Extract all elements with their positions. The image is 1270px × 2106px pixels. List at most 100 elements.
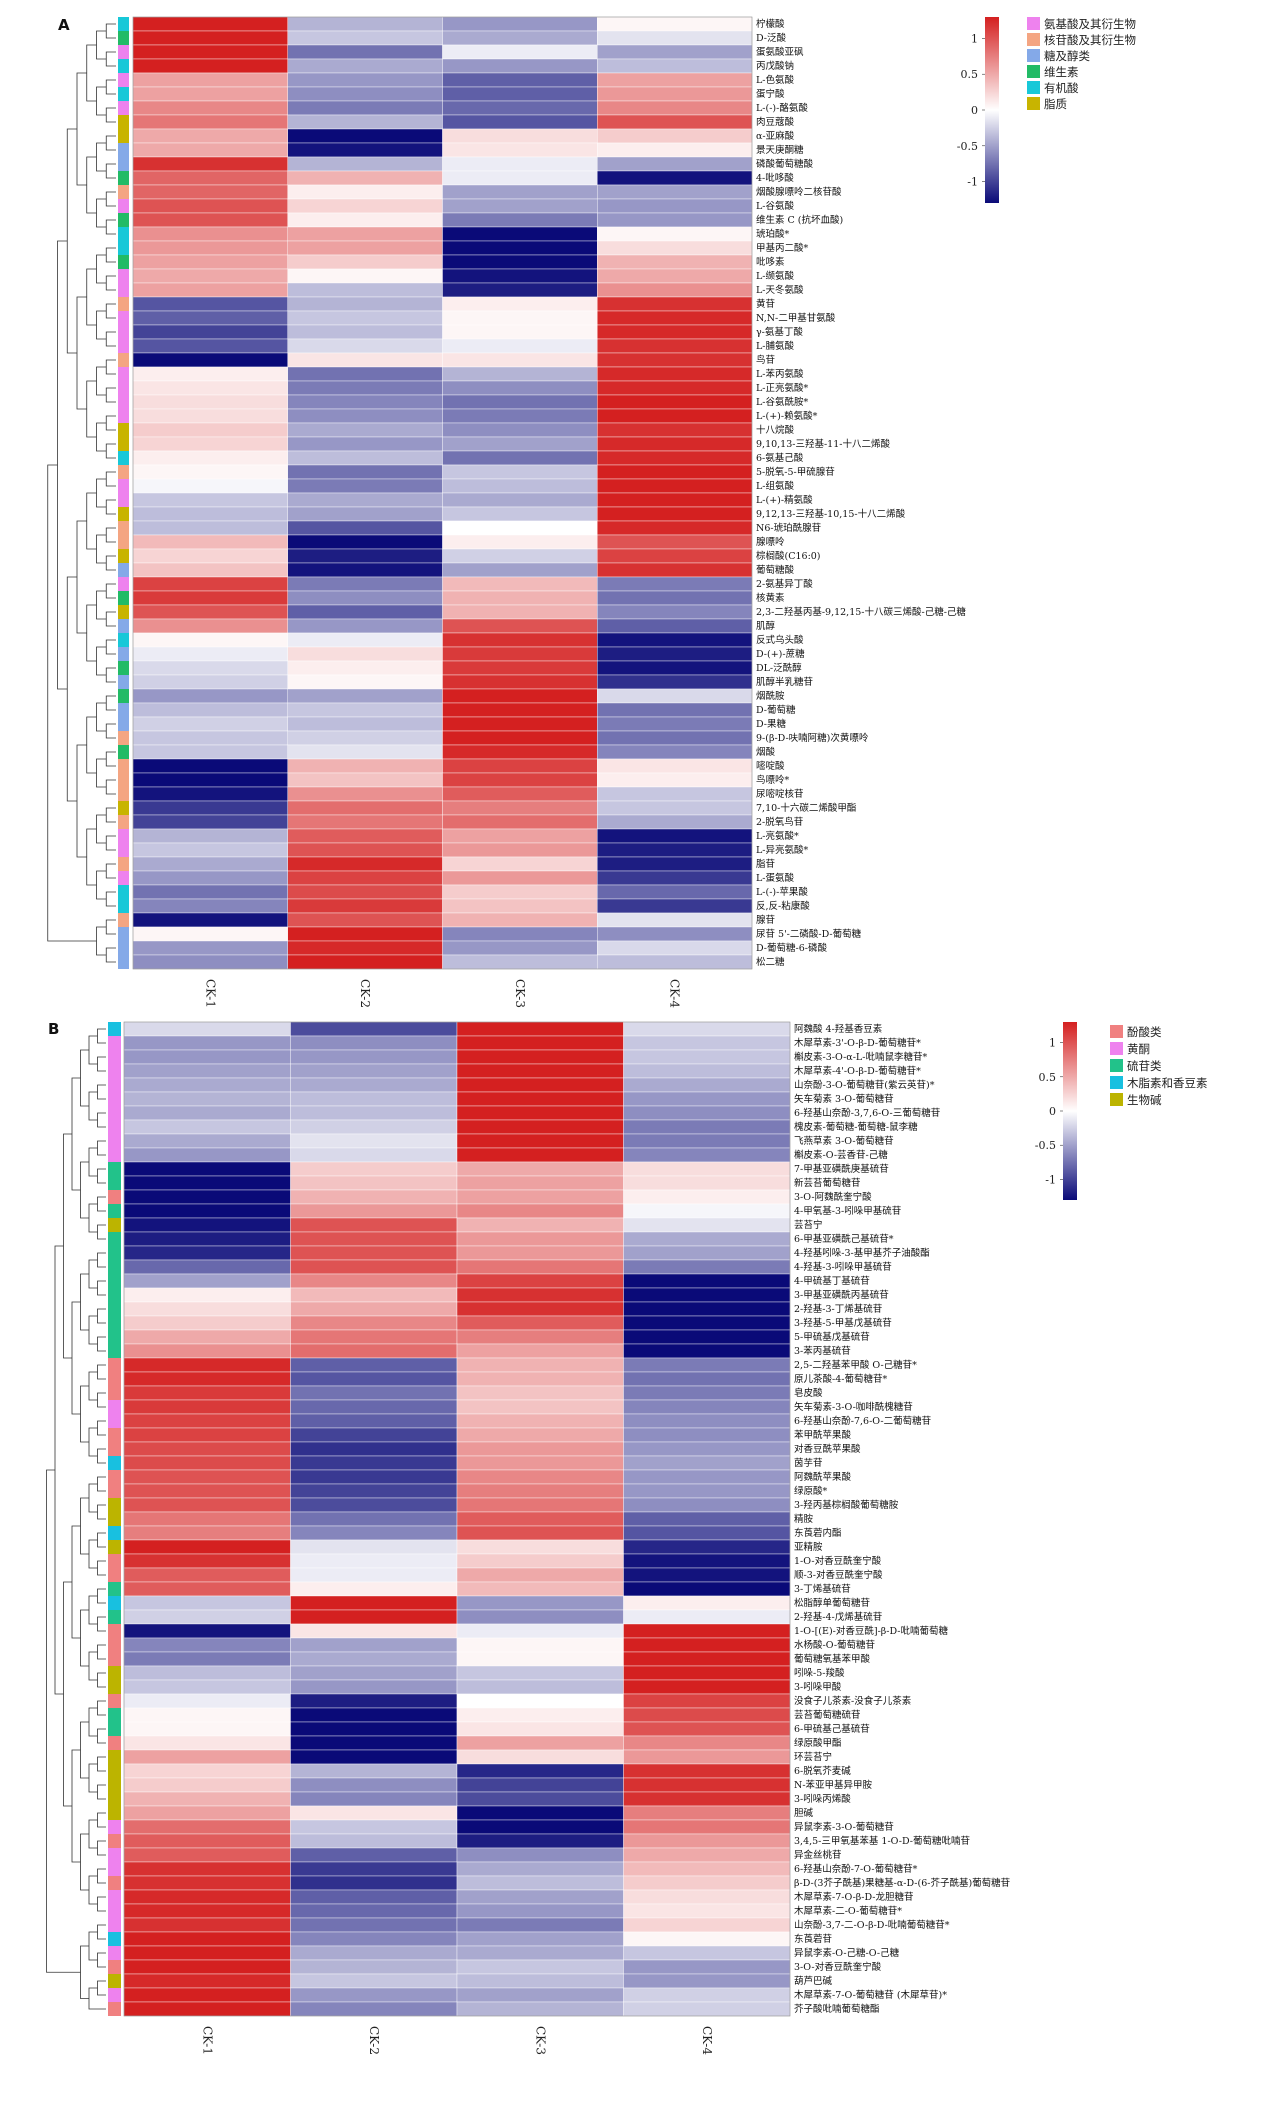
heatmap-cell bbox=[123, 1343, 291, 1359]
category-marker bbox=[108, 1932, 121, 1946]
heatmap-cell bbox=[290, 1469, 458, 1485]
heatmap-cell bbox=[456, 1021, 624, 1037]
heatmap-cell bbox=[456, 1777, 624, 1793]
heatmap-cell bbox=[132, 30, 288, 46]
heatmap-cell bbox=[442, 72, 598, 88]
row-label: N-苯亚甲基异甲胺 bbox=[794, 1779, 873, 1791]
category-marker bbox=[108, 1820, 121, 1834]
heatmap-cell bbox=[287, 86, 443, 102]
row-label: 4-甲氧基-3-吲哚甲基硫苷 bbox=[794, 1205, 901, 1217]
dendrogram-branch bbox=[105, 723, 116, 739]
heatmap-cell bbox=[123, 1735, 291, 1751]
heatmap-cell bbox=[442, 114, 598, 130]
heatmap-cell bbox=[597, 408, 753, 424]
heatmap-cell bbox=[290, 1455, 458, 1471]
category-marker bbox=[118, 143, 129, 157]
category-marker bbox=[108, 1624, 121, 1638]
heatmap-cell bbox=[623, 1805, 791, 1821]
dendrogram-branch bbox=[105, 499, 116, 515]
heatmap-cell bbox=[456, 1805, 624, 1821]
dendrogram-branch bbox=[88, 1371, 98, 1401]
heatmap-cell bbox=[287, 450, 443, 466]
heatmap-cell bbox=[132, 254, 288, 270]
heatmap-cell bbox=[456, 1091, 624, 1107]
row-label: 亚精胺 bbox=[794, 1541, 823, 1553]
heatmap-cell bbox=[597, 478, 753, 494]
row-label: 3-羟丙基棕榈酸葡萄糖胺 bbox=[794, 1499, 899, 1511]
heatmap-cell bbox=[290, 1763, 458, 1779]
heatmap-cell bbox=[597, 422, 753, 438]
legend-label: 酚酸类 bbox=[1127, 1025, 1162, 1039]
heatmap-cell bbox=[597, 814, 753, 830]
heatmap-cell bbox=[442, 156, 598, 172]
row-label: 蛋氨酸亚砜 bbox=[756, 46, 804, 58]
heatmap-cell bbox=[287, 912, 443, 928]
heatmap-cell bbox=[456, 1553, 624, 1569]
heatmap-cell bbox=[623, 1049, 791, 1065]
heatmap-cell bbox=[287, 422, 443, 438]
category-marker bbox=[108, 1890, 121, 1904]
heatmap-cell bbox=[597, 730, 753, 746]
heatmap-cell bbox=[442, 212, 598, 228]
category-marker bbox=[118, 73, 129, 87]
category-marker bbox=[118, 31, 129, 45]
dendrogram-branch bbox=[97, 1784, 106, 1800]
heatmap-cell bbox=[456, 1427, 624, 1443]
category-marker bbox=[108, 1442, 121, 1456]
dendrogram-branch bbox=[86, 828, 97, 886]
heatmap-cell bbox=[287, 128, 443, 144]
heatmap-cell bbox=[456, 1819, 624, 1835]
category-marker bbox=[118, 619, 129, 633]
category-marker bbox=[118, 339, 129, 353]
heatmap-cell bbox=[623, 1301, 791, 1317]
heatmap-cell bbox=[123, 1777, 291, 1793]
category-marker bbox=[118, 157, 129, 171]
heatmap-cell bbox=[597, 394, 753, 410]
heatmap-cell bbox=[287, 226, 443, 242]
legend-swatch bbox=[1027, 17, 1040, 30]
heatmap-cell bbox=[597, 184, 753, 200]
row-label: 2-羟基-4-戊烯基硫苷 bbox=[794, 1611, 882, 1623]
heatmap-cell bbox=[456, 1119, 624, 1135]
dendrogram-branch bbox=[88, 1707, 98, 1737]
category-marker bbox=[108, 1470, 121, 1484]
category-marker bbox=[118, 591, 129, 605]
heatmap-cell bbox=[597, 366, 753, 382]
heatmap-cell bbox=[290, 1567, 458, 1583]
heatmap-cell bbox=[623, 1721, 791, 1737]
heatmap-cell bbox=[123, 1231, 291, 1247]
heatmap-cell bbox=[123, 1651, 291, 1667]
heatmap-cell bbox=[456, 1931, 624, 1947]
heatmap-cell bbox=[456, 1483, 624, 1499]
category-marker bbox=[118, 899, 129, 913]
heatmap-cell bbox=[287, 156, 443, 172]
heatmap-cell bbox=[442, 912, 598, 928]
heatmap-cell bbox=[123, 1203, 291, 1219]
category-marker bbox=[108, 1134, 121, 1148]
heatmap-cell bbox=[290, 1791, 458, 1807]
heatmap-cell bbox=[287, 674, 443, 690]
heatmap-cell bbox=[442, 478, 598, 494]
heatmap-cell bbox=[597, 548, 753, 564]
heatmap-cell bbox=[442, 254, 598, 270]
heatmap-cell bbox=[442, 772, 598, 788]
heatmap-cell bbox=[623, 1511, 791, 1527]
heatmap-cell bbox=[290, 1581, 458, 1597]
row-label: 烟酸 bbox=[756, 746, 776, 758]
heatmap-cell bbox=[123, 1077, 291, 1093]
category-marker bbox=[108, 1232, 121, 1246]
heatmap-cell bbox=[623, 1679, 791, 1695]
heatmap-cell bbox=[623, 1231, 791, 1247]
dendrogram-branch bbox=[105, 527, 116, 543]
heatmap-cell bbox=[623, 1749, 791, 1765]
dendrogram-branch bbox=[105, 303, 116, 319]
heatmap-cell bbox=[290, 1301, 458, 1317]
heatmap-cell bbox=[623, 1413, 791, 1429]
dendrogram-branch bbox=[66, 128, 77, 354]
row-label: 甲基丙二酸* bbox=[756, 242, 809, 254]
heatmap-cell bbox=[456, 1581, 624, 1597]
heatmap-cell bbox=[290, 1651, 458, 1667]
heatmap-cell bbox=[290, 1707, 458, 1723]
heatmap-cell bbox=[290, 1217, 458, 1233]
heatmap-cell bbox=[456, 1665, 624, 1681]
